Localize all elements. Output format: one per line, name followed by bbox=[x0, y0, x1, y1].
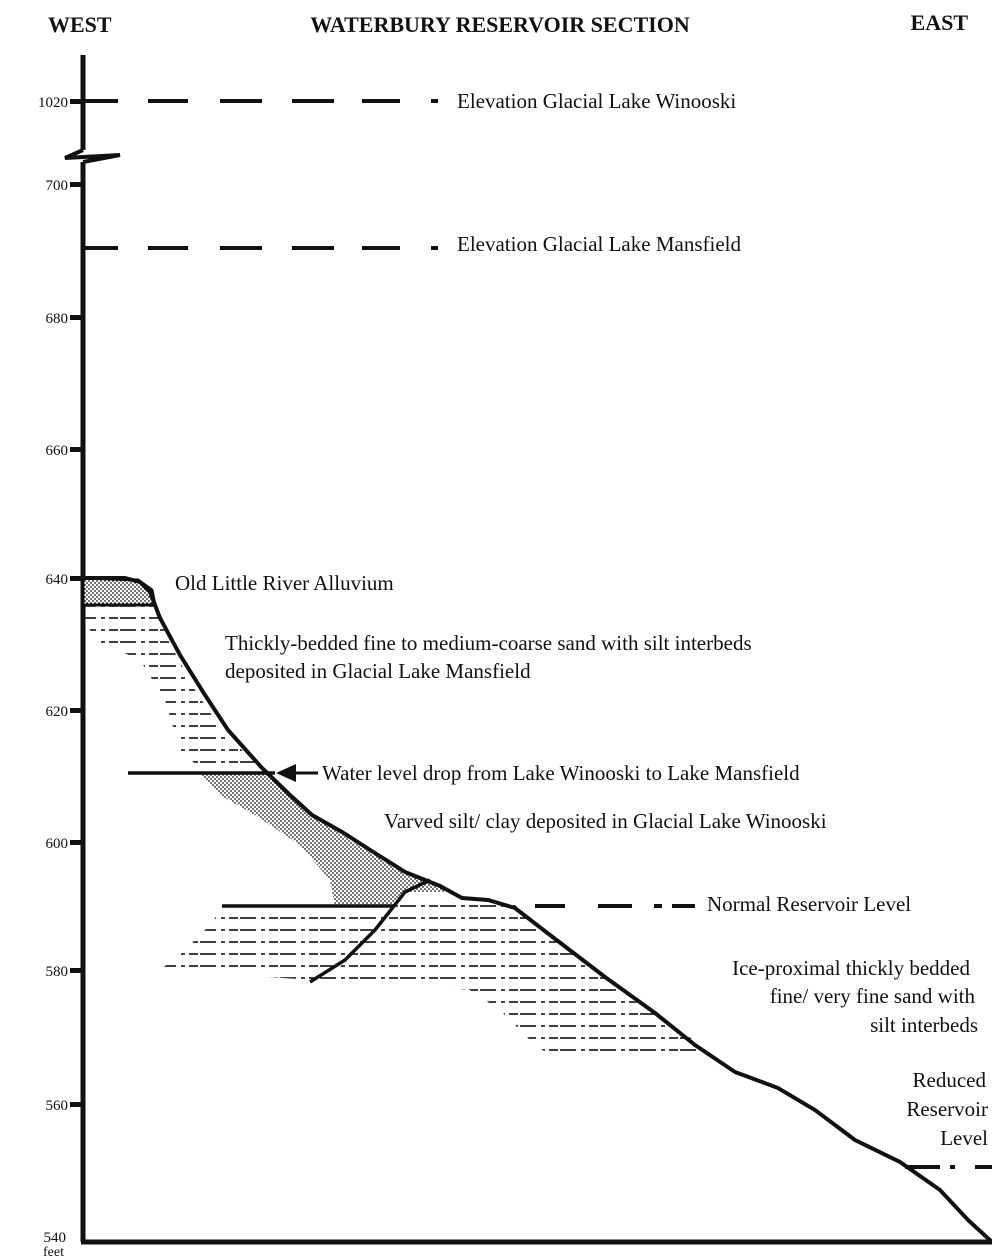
label-water-drop: Water level drop from Lake Winooski to L… bbox=[322, 761, 800, 785]
mansfield-sand-unit bbox=[85, 605, 268, 773]
tick-mark-560 bbox=[70, 1102, 84, 1107]
label-ice-proximal-3: silt interbeds bbox=[870, 1013, 978, 1037]
label-normal-level: Normal Reservoir Level bbox=[707, 892, 911, 916]
tick-label-1020: 1020 bbox=[38, 95, 68, 111]
axis-tick-labels: 1020 700 680 660 640 620 600 580 560 540… bbox=[38, 95, 68, 1260]
tick-label-540: 540 bbox=[44, 1230, 67, 1246]
tick-label-700: 700 bbox=[46, 178, 69, 194]
label-alluvium: Old Little River Alluvium bbox=[175, 571, 394, 595]
tick-mark-700 bbox=[70, 182, 84, 187]
contact-line bbox=[309, 878, 431, 984]
tick-mark-640 bbox=[70, 576, 84, 581]
tick-label-620: 620 bbox=[46, 704, 69, 720]
tick-label-580: 580 bbox=[46, 964, 69, 980]
label-reduced-3: Level bbox=[940, 1126, 988, 1150]
tick-mark-600 bbox=[70, 840, 84, 845]
axis-unit-label: feet bbox=[43, 1245, 64, 1260]
header-east: EAST bbox=[911, 10, 969, 35]
glacial-lake-lines bbox=[85, 99, 438, 250]
tick-mark-680 bbox=[70, 315, 84, 320]
label-varved: Varved silt/ clay deposited in Glacial L… bbox=[384, 809, 827, 833]
label-reduced-2: Reservoir bbox=[906, 1097, 988, 1121]
alluvium-unit bbox=[81, 576, 157, 607]
varved-silt-clay-unit bbox=[200, 773, 455, 906]
ice-proximal-sand-unit bbox=[160, 895, 720, 1060]
page-title: WATERBURY RESERVOIR SECTION bbox=[310, 12, 690, 37]
label-lake-winooski: Elevation Glacial Lake Winooski bbox=[457, 89, 736, 113]
axis-ticks bbox=[70, 99, 84, 1107]
tick-label-680: 680 bbox=[46, 311, 69, 327]
tick-label-560: 560 bbox=[46, 1098, 69, 1114]
label-ice-proximal-1: Ice-proximal thickly bedded bbox=[732, 956, 970, 980]
tick-mark-1020 bbox=[70, 99, 84, 104]
terrain-profile bbox=[83, 576, 992, 1244]
arrow-left-icon bbox=[276, 764, 296, 782]
label-mansfield-sand-1: Thickly-bedded fine to medium-coarse san… bbox=[225, 631, 752, 655]
label-reduced-1: Reduced bbox=[913, 1068, 987, 1092]
tick-label-600: 600 bbox=[46, 836, 69, 852]
label-ice-proximal-2: fine/ very fine sand with bbox=[770, 984, 976, 1008]
tick-label-640: 640 bbox=[46, 572, 69, 588]
label-lake-mansfield: Elevation Glacial Lake Mansfield bbox=[457, 232, 741, 256]
tick-mark-660 bbox=[70, 447, 84, 452]
tick-mark-620 bbox=[70, 708, 84, 713]
header-west: WEST bbox=[48, 12, 112, 37]
tick-mark-580 bbox=[70, 968, 84, 973]
label-mansfield-sand-2: deposited in Glacial Lake Mansfield bbox=[225, 659, 531, 683]
tick-label-660: 660 bbox=[46, 443, 69, 459]
